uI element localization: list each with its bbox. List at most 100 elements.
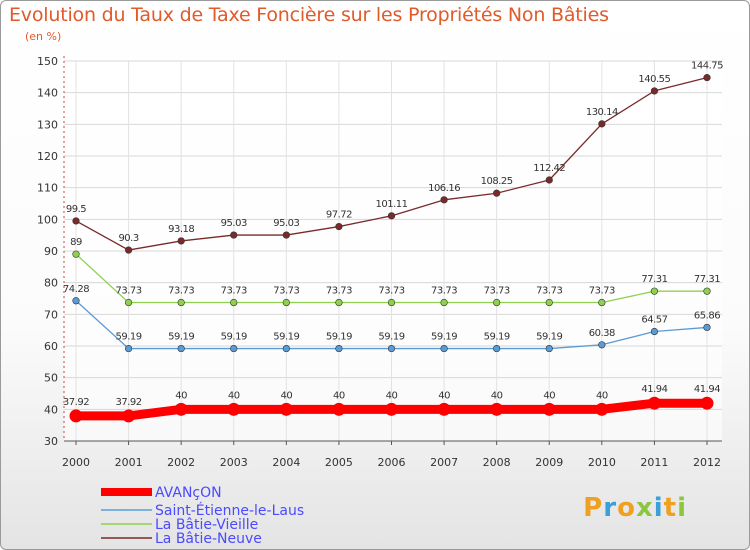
data-label: 40 — [333, 390, 345, 401]
data-label: 101.11 — [376, 199, 408, 210]
data-label: 73.73 — [536, 286, 562, 297]
chart-title: Evolution du Taux de Taxe Foncière sur l… — [9, 4, 609, 26]
logo-letter: i — [677, 493, 687, 523]
data-label: 73.73 — [116, 286, 142, 297]
data-point — [437, 402, 451, 416]
data-label: 140.55 — [638, 74, 670, 85]
x-tick-label: 2012 — [693, 456, 721, 469]
x-tick-label: 2006 — [378, 456, 406, 469]
legend-label: AVANçON — [155, 485, 222, 501]
data-label: 77.31 — [641, 274, 667, 285]
logo-letter: P — [583, 493, 604, 523]
logo-letter: x — [635, 493, 654, 523]
data-label: 59.19 — [484, 332, 510, 343]
data-label: 95.03 — [221, 218, 247, 229]
data-point — [332, 402, 346, 416]
data-point — [387, 344, 396, 353]
data-label: 40 — [280, 390, 292, 401]
data-point — [703, 323, 711, 332]
data-label: 73.73 — [326, 286, 352, 297]
data-label: 130.14 — [586, 107, 618, 118]
data-label: 40 — [228, 390, 240, 401]
data-label: 90.3 — [118, 233, 138, 244]
data-point — [279, 402, 293, 416]
data-label: 97.72 — [326, 210, 352, 221]
data-label: 65.86 — [694, 310, 720, 321]
data-point — [542, 402, 556, 416]
data-label: 59.19 — [273, 332, 299, 343]
data-point — [230, 231, 238, 239]
data-point — [335, 298, 343, 307]
y-tick-label: 100 — [37, 213, 58, 226]
data-point — [387, 298, 396, 307]
data-point — [440, 196, 448, 204]
data-label: 77.31 — [694, 274, 720, 285]
data-point — [387, 212, 396, 220]
proxiti-logo: Proxiti — [583, 493, 687, 523]
data-label: 144.75 — [691, 61, 723, 72]
data-point — [227, 402, 241, 416]
y-tick-label: 70 — [44, 308, 58, 321]
y-tick-label: 150 — [37, 55, 58, 68]
data-label: 60.38 — [589, 328, 615, 339]
data-point — [72, 297, 80, 305]
data-point — [230, 344, 238, 353]
x-tick-label: 2002 — [167, 456, 195, 469]
data-point — [598, 341, 606, 349]
data-point — [647, 396, 661, 410]
data-label: 59.19 — [378, 332, 404, 343]
legend-label: Saint-Étienne-le-Laus — [155, 502, 304, 519]
data-label: 59.19 — [168, 332, 194, 343]
data-point — [335, 222, 343, 231]
data-point — [598, 298, 606, 307]
data-label: 73.73 — [221, 286, 247, 297]
data-point — [493, 189, 501, 197]
data-point — [440, 344, 448, 353]
data-label: 40 — [386, 390, 398, 401]
data-label: 59.19 — [221, 332, 247, 343]
logo-letter: i — [653, 493, 664, 523]
data-point — [124, 246, 133, 254]
data-label: 95.03 — [273, 218, 299, 229]
data-point — [598, 120, 606, 128]
logo-letter: o — [617, 493, 636, 523]
data-point — [650, 287, 659, 295]
x-tick-label: 2009 — [535, 456, 563, 469]
data-point — [700, 396, 714, 410]
data-point — [335, 344, 343, 353]
data-label: 106.16 — [428, 183, 460, 194]
y-tick-label: 80 — [44, 277, 58, 290]
data-label: 108.25 — [481, 176, 513, 187]
data-label: 40 — [438, 390, 450, 401]
data-label: 40 — [596, 390, 608, 401]
data-label: 59.19 — [536, 332, 562, 343]
x-tick-label: 2004 — [272, 456, 300, 469]
data-label: 112.42 — [533, 163, 565, 174]
data-label: 99.5 — [66, 204, 86, 215]
data-point — [177, 237, 185, 245]
data-label: 74.28 — [63, 284, 89, 295]
data-point — [177, 298, 185, 307]
series-1: 74.28 59.19 59.19 59.19 59.19 59.19 59.19 59.19… — [63, 284, 721, 353]
data-label: 37.92 — [63, 397, 89, 408]
data-point — [545, 176, 553, 184]
data-point — [174, 402, 188, 416]
data-point — [440, 298, 448, 307]
x-tick-label: 2010 — [588, 456, 616, 469]
data-point — [282, 344, 290, 353]
y-tick-label: 50 — [44, 372, 58, 385]
data-point — [282, 231, 290, 239]
data-label: 93.18 — [168, 224, 194, 235]
y-tick-label: 30 — [44, 435, 58, 448]
x-tick-label: 2001 — [115, 456, 143, 469]
y-tick-label: 130 — [37, 118, 58, 131]
data-point — [490, 402, 504, 416]
y-tick-label: 90 — [44, 245, 58, 258]
data-label: 73.73 — [589, 286, 615, 297]
data-point — [124, 298, 133, 307]
x-tick-label: 2000 — [62, 456, 90, 469]
data-label: 64.57 — [641, 315, 667, 326]
data-label: 59.19 — [326, 332, 352, 343]
data-point — [545, 344, 553, 353]
